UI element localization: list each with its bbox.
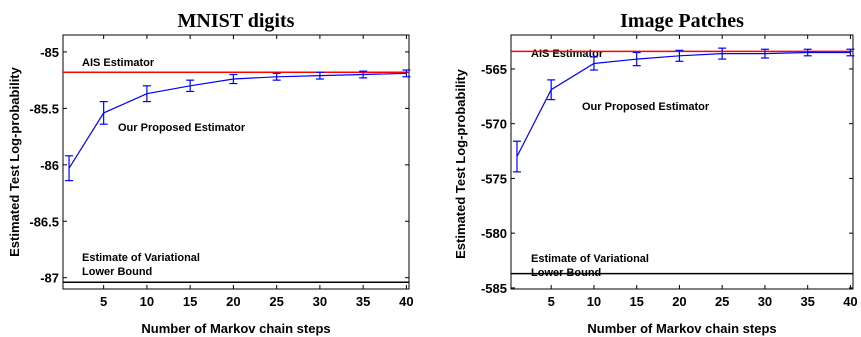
x-tick-label: 35: [800, 294, 814, 309]
x-tick-label: 30: [313, 294, 327, 309]
plot-frame: [510, 34, 854, 290]
error-bar: [632, 51, 641, 67]
error-bar: [760, 48, 769, 59]
error-bar: [846, 48, 855, 57]
error-bar: [272, 72, 281, 81]
error-bar: [718, 47, 727, 60]
annotation-ais-estimator: AIS Estimator: [82, 57, 155, 69]
x-tick-label: 5: [100, 294, 107, 309]
y-tick-label: -565: [481, 62, 507, 77]
y-tick-label: -87: [40, 271, 59, 286]
x-tick-label: 40: [843, 294, 857, 309]
y-tick-label: -86: [40, 158, 59, 173]
chart-title: MNIST digits: [178, 10, 295, 32]
x-tick-label: 25: [715, 294, 729, 309]
y-tick-label: -585: [481, 281, 507, 296]
error-bar: [186, 79, 195, 93]
y-tick-label: -86.5: [29, 214, 59, 229]
x-tick-label: 30: [758, 294, 772, 309]
y-tick-label: -580: [481, 226, 507, 241]
error-bar: [547, 79, 556, 101]
plot-frame: [62, 34, 410, 290]
x-tick-label: 25: [269, 294, 283, 309]
x-tick-label: 20: [672, 294, 686, 309]
error-bar: [315, 71, 324, 80]
error-bar: [99, 101, 108, 125]
error-bar: [402, 69, 411, 78]
y-tick-label: -575: [481, 171, 507, 186]
annotation-variational-line1: Estimate of Variational: [82, 252, 200, 264]
chart-mnist: MNIST digits Number of Markov chain step…: [7, 10, 414, 336]
x-tick-label: 15: [183, 294, 197, 309]
annotation-proposed-estimator: Our Proposed Estimator: [118, 122, 246, 134]
x-tick-label: 5: [548, 294, 555, 309]
y-axis-label: Estimated Test Log-probability: [7, 66, 22, 256]
x-tick-label: 10: [587, 294, 601, 309]
annotation-ais-estimator: AIS Estimator: [531, 48, 604, 60]
x-axis-label: Number of Markov chain steps: [141, 321, 330, 336]
x-tick-label: 35: [356, 294, 370, 309]
error-bar: [512, 140, 521, 173]
error-bar: [675, 49, 684, 62]
annotation-variational-line1: Estimate of Variational: [531, 253, 649, 265]
x-tick-label: 40: [399, 294, 413, 309]
error-bar: [589, 56, 598, 71]
error-bar: [803, 48, 812, 57]
y-axis-label: Estimated Test Log-probability: [453, 68, 468, 258]
chart-title: Image Patches: [620, 10, 744, 32]
x-tick-label: 10: [140, 294, 154, 309]
error-bar: [142, 85, 151, 103]
x-axis-label: Number of Markov chain steps: [587, 321, 776, 336]
annotation-proposed-estimator: Our Proposed Estimator: [582, 101, 710, 113]
x-tick-label: 15: [629, 294, 643, 309]
y-tick-label: -570: [481, 117, 507, 132]
chart-image-patches: Image Patches Number of Markov chain ste…: [453, 10, 858, 336]
x-tick-label: 20: [226, 294, 240, 309]
error-bar: [359, 70, 368, 79]
error-bar: [229, 73, 238, 85]
annotation-variational-line2: Lower Bound: [82, 266, 152, 278]
series-line-proposed-estimator: [68, 72, 407, 169]
y-tick-label: -85: [40, 45, 59, 60]
y-tick-label: -85.5: [29, 101, 59, 116]
error-bar: [65, 155, 74, 182]
